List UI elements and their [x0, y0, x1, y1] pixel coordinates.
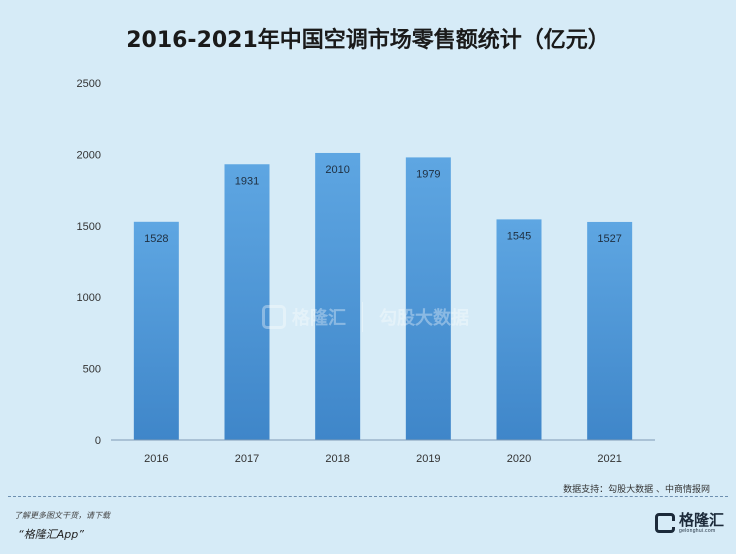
bar-chart: 1528 1931 2010 1979 1545 1527 0 500 1000 1500 200…: [77, 78, 655, 465]
y-tick-label: 1500: [77, 221, 101, 233]
footer-app-name: “格隆汇App”: [18, 528, 84, 541]
y-tick-label: 2000: [77, 149, 101, 161]
bar-2021: [587, 221, 633, 440]
footer-divider: [8, 496, 728, 497]
y-tick-label: 1000: [77, 292, 101, 304]
logo-url: gelonghui.com: [678, 528, 716, 534]
watermark-brand2: 勾股大数据: [379, 308, 469, 329]
x-tick-label: 2018: [325, 453, 349, 465]
data-label-2018: 2010: [325, 164, 349, 176]
watermark-logo-icon: [262, 305, 286, 329]
data-label-2020: 1545: [507, 230, 531, 242]
data-label-2017: 1931: [235, 175, 259, 187]
data-label-2016: 1528: [144, 233, 168, 245]
footer-promo-text: 了解更多图文干货，请下载: [14, 511, 110, 520]
logo-mark-icon: [654, 513, 675, 533]
bar-2016: [133, 221, 179, 440]
watermark-brand1: 格隆汇: [292, 308, 346, 329]
x-tick-label: 2016: [144, 453, 168, 465]
x-tick-label: 2020: [507, 453, 531, 465]
x-tick-label: 2021: [597, 453, 621, 465]
data-label-2021: 1527: [597, 233, 621, 245]
chart-title: 2016-2021年中国空调市场零售额统计（亿元）: [126, 28, 610, 53]
bar-2017: [224, 164, 270, 440]
source-note: 数据支持：勾股大数据 、中商情报网: [563, 485, 710, 495]
y-tick-label: 2500: [77, 78, 101, 90]
data-label-2019: 1979: [416, 168, 440, 180]
logo-name: 格隆汇: [678, 511, 724, 529]
watermark: 格隆汇 勾股大数据: [262, 302, 469, 332]
x-tick-label: 2017: [235, 453, 259, 465]
watermark-divider: [362, 302, 363, 332]
bar-2018: [315, 152, 361, 441]
x-tick-label: 2019: [416, 453, 440, 465]
y-tick-label: 500: [83, 364, 101, 376]
bar-2020: [496, 219, 542, 440]
bar-2019: [405, 157, 451, 440]
y-tick-label: 0: [95, 435, 101, 447]
brand-logo: 格隆汇 gelonghui.com: [654, 511, 724, 534]
